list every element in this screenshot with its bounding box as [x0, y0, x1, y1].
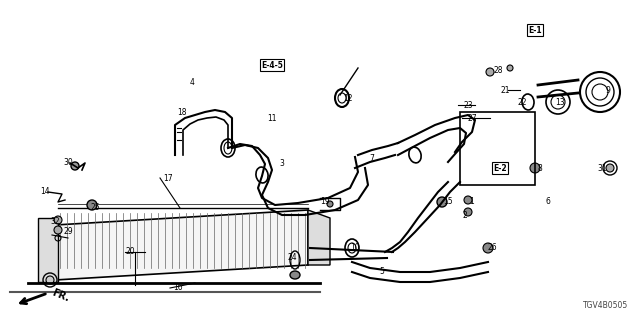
Text: 21: 21: [500, 85, 509, 94]
Text: 31: 31: [597, 164, 607, 172]
Text: 18: 18: [177, 108, 187, 116]
Circle shape: [606, 164, 614, 172]
Text: 23: 23: [463, 100, 473, 109]
Text: 29: 29: [63, 228, 73, 236]
Circle shape: [87, 200, 97, 210]
Circle shape: [54, 216, 62, 224]
Circle shape: [483, 243, 493, 253]
Text: 15: 15: [443, 197, 453, 206]
Circle shape: [486, 68, 494, 76]
Text: 9: 9: [605, 85, 611, 94]
Text: E-1: E-1: [528, 26, 542, 35]
Text: 30: 30: [63, 157, 73, 166]
Circle shape: [464, 196, 472, 204]
Text: 27: 27: [467, 114, 477, 123]
Polygon shape: [38, 218, 58, 282]
Circle shape: [437, 197, 447, 207]
Circle shape: [530, 163, 540, 173]
Text: 11: 11: [268, 114, 276, 123]
Circle shape: [464, 208, 472, 216]
Text: 5: 5: [380, 268, 385, 276]
Text: 14: 14: [40, 188, 50, 196]
Circle shape: [507, 65, 513, 71]
Text: 13: 13: [555, 98, 565, 107]
Polygon shape: [308, 210, 330, 265]
Text: E-4-5: E-4-5: [261, 60, 283, 69]
Ellipse shape: [290, 271, 300, 279]
Text: 12: 12: [343, 93, 353, 102]
Circle shape: [46, 276, 54, 284]
Text: 20: 20: [125, 247, 135, 257]
Text: 7: 7: [369, 154, 374, 163]
Text: E-2: E-2: [493, 164, 507, 172]
Text: 28: 28: [493, 66, 503, 75]
Text: 1: 1: [470, 197, 474, 206]
Circle shape: [327, 201, 333, 207]
Text: 17: 17: [163, 173, 173, 182]
Text: 10: 10: [350, 244, 360, 252]
Text: 4: 4: [189, 77, 195, 86]
Text: 25: 25: [90, 204, 100, 212]
Circle shape: [54, 226, 62, 234]
Text: FR.: FR.: [50, 288, 70, 304]
Text: 22: 22: [517, 98, 527, 107]
Polygon shape: [55, 210, 308, 280]
Text: 3: 3: [280, 158, 284, 167]
Text: 24: 24: [287, 253, 297, 262]
Circle shape: [71, 162, 79, 170]
Text: TGV4B0505: TGV4B0505: [583, 301, 628, 310]
Text: 8: 8: [538, 164, 542, 172]
Text: 19: 19: [320, 197, 330, 206]
Text: 6: 6: [545, 197, 550, 206]
Text: 16: 16: [173, 284, 183, 292]
Text: 2: 2: [463, 211, 467, 220]
Text: 32: 32: [50, 218, 60, 227]
Text: 26: 26: [487, 244, 497, 252]
